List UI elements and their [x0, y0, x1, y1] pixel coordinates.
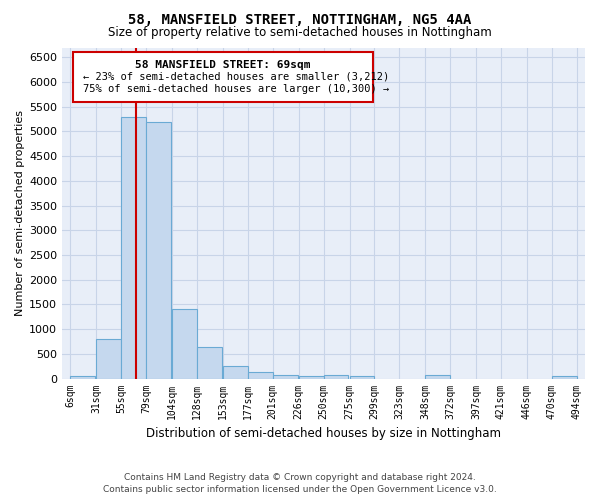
Bar — [323, 376, 349, 378]
Bar — [97, 339, 121, 378]
Bar — [552, 376, 577, 378]
Bar — [248, 372, 273, 378]
Text: Size of property relative to semi-detached houses in Nottingham: Size of property relative to semi-detach… — [108, 26, 492, 39]
Bar — [350, 376, 374, 378]
Text: 58, MANSFIELD STREET, NOTTINGHAM, NG5 4AA: 58, MANSFIELD STREET, NOTTINGHAM, NG5 4A… — [128, 12, 472, 26]
Text: ← 23% of semi-detached houses are smaller (3,212): ← 23% of semi-detached houses are smalle… — [83, 71, 389, 81]
Bar — [70, 376, 95, 378]
Bar — [223, 366, 248, 378]
Bar — [273, 376, 298, 378]
Bar — [299, 376, 323, 378]
Text: 75% of semi-detached houses are larger (10,300) →: 75% of semi-detached houses are larger (… — [83, 84, 389, 94]
Text: 58 MANSFIELD STREET: 69sqm: 58 MANSFIELD STREET: 69sqm — [135, 60, 311, 70]
Bar — [146, 122, 171, 378]
Y-axis label: Number of semi-detached properties: Number of semi-detached properties — [15, 110, 25, 316]
FancyBboxPatch shape — [73, 52, 373, 102]
X-axis label: Distribution of semi-detached houses by size in Nottingham: Distribution of semi-detached houses by … — [146, 427, 501, 440]
Bar — [425, 375, 450, 378]
Bar — [197, 347, 222, 378]
Bar — [172, 310, 197, 378]
Bar — [121, 116, 146, 378]
Text: Contains HM Land Registry data © Crown copyright and database right 2024.
Contai: Contains HM Land Registry data © Crown c… — [103, 472, 497, 494]
